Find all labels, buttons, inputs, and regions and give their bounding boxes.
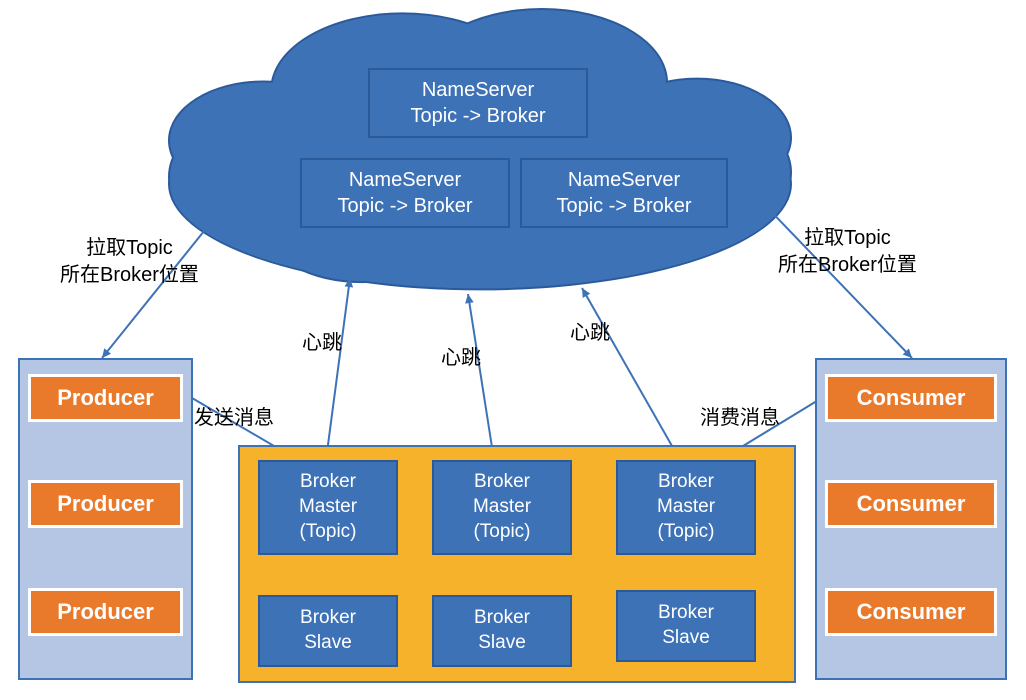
nameserver-box-2-label: Topic -> Broker — [556, 193, 691, 219]
diagram-label-4: 心跳 — [570, 320, 610, 347]
broker-master-box-0-label: (Topic) — [299, 520, 356, 545]
producer-box-0-label: Producer — [57, 384, 154, 413]
diagram-label-3: 心跳 — [441, 345, 481, 372]
arrow-3 — [468, 294, 494, 460]
broker-master-box-2-label: Broker — [658, 470, 714, 495]
broker-slave-box-2: BrokerSlave — [616, 590, 756, 662]
diagram-label-6: 消费消息 — [700, 405, 780, 432]
nameserver-box-2: NameServerTopic -> Broker — [520, 158, 728, 228]
broker-master-box-1-label: Broker — [474, 470, 530, 495]
arrow-2 — [326, 278, 350, 460]
diagram-label-5: 发送消息 — [194, 405, 274, 432]
nameserver-box-1-label: NameServer — [349, 167, 461, 193]
arrow-4 — [582, 288, 680, 460]
producer-box-1: Producer — [28, 480, 183, 528]
broker-master-box-0-label: Master — [299, 495, 357, 520]
consumer-box-0: Consumer — [825, 374, 997, 422]
broker-master-box-2: BrokerMaster(Topic) — [616, 460, 756, 555]
broker-slave-box-0: BrokerSlave — [258, 595, 398, 667]
consumer-box-0-label: Consumer — [857, 384, 966, 413]
nameserver-box-0-label: NameServer — [422, 77, 534, 103]
broker-master-box-1: BrokerMaster(Topic) — [432, 460, 572, 555]
arrow-1 — [760, 200, 912, 358]
nameserver-box-1-label: Topic -> Broker — [337, 193, 472, 219]
broker-slave-box-2-label: Slave — [662, 626, 710, 651]
broker-master-box-1-label: Master — [473, 495, 531, 520]
diagram-label-2: 心跳 — [302, 330, 342, 357]
broker-master-box-2-label: Master — [657, 495, 715, 520]
diagram-label-1: 拉取Topic 所在Broker位置 — [778, 225, 917, 279]
consumer-box-2: Consumer — [825, 588, 997, 636]
broker-master-box-0-label: Broker — [300, 470, 356, 495]
broker-slave-box-2-label: Broker — [658, 601, 714, 626]
broker-slave-box-0-label: Slave — [304, 631, 352, 656]
consumer-box-1: Consumer — [825, 480, 997, 528]
broker-master-box-1-label: (Topic) — [473, 520, 530, 545]
nameserver-box-2-label: NameServer — [568, 167, 680, 193]
diagram-label-0: 拉取Topic 所在Broker位置 — [60, 235, 199, 289]
broker-slave-box-1-label: Slave — [478, 631, 526, 656]
cloud-shape — [168, 8, 792, 290]
producer-box-1-label: Producer — [57, 490, 154, 519]
nameserver-box-0: NameServerTopic -> Broker — [368, 68, 588, 138]
consumer-box-2-label: Consumer — [857, 598, 966, 627]
broker-slave-box-1: BrokerSlave — [432, 595, 572, 667]
broker-slave-box-1-label: Broker — [474, 606, 530, 631]
broker-slave-box-0-label: Broker — [300, 606, 356, 631]
producer-box-0: Producer — [28, 374, 183, 422]
producer-box-2-label: Producer — [57, 598, 154, 627]
consumer-box-1-label: Consumer — [857, 490, 966, 519]
producer-box-2: Producer — [28, 588, 183, 636]
nameserver-box-0-label: Topic -> Broker — [410, 103, 545, 129]
broker-master-box-2-label: (Topic) — [657, 520, 714, 545]
nameserver-box-1: NameServerTopic -> Broker — [300, 158, 510, 228]
broker-master-box-0: BrokerMaster(Topic) — [258, 460, 398, 555]
